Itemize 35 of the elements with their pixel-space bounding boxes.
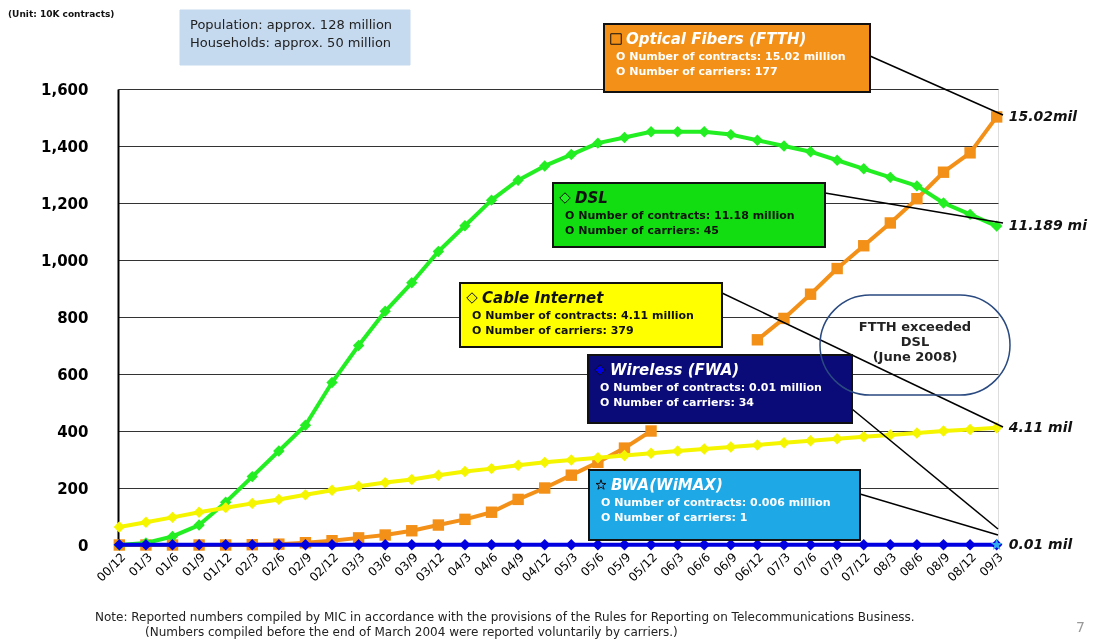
y-tick-label: 1,200 xyxy=(41,194,89,213)
y-tick-label: 1,600 xyxy=(41,80,89,99)
annotation: 11.189 mi xyxy=(1008,217,1088,234)
text: O Number of carriers: 177 xyxy=(616,65,778,78)
legend-label: BWA(WiMAX) xyxy=(611,476,723,494)
annotation: 0.01 mil xyxy=(1008,535,1073,552)
annotation: 15.02mil xyxy=(1008,107,1078,124)
legend-label: Optical Fibers (FTTH) xyxy=(626,30,807,48)
annotation: 4.11 mil xyxy=(1007,418,1073,435)
text: O Number of contracts: 15.02 million xyxy=(616,50,846,63)
y-tick-label: 1,400 xyxy=(41,137,89,156)
annotation: O Number of carriers: 1 xyxy=(601,511,748,524)
text: (Numbers compiled before the end of March 2004 were reported voluntarily by carriers.) xyxy=(145,625,678,639)
text: Households: approx. 50 million xyxy=(190,35,392,50)
annotation: O Number of carriers: 45 xyxy=(565,224,719,237)
y-tick-label: 1,000 xyxy=(41,251,89,270)
text: (Unit: 10K contracts) xyxy=(8,9,115,19)
y-tick-label: 600 xyxy=(57,365,89,384)
y-tick-label: 800 xyxy=(57,308,89,327)
legend-label: Cable Internet xyxy=(482,289,605,307)
annotation: O Number of contracts: 0.006 million xyxy=(601,496,831,509)
y-tick-label: 400 xyxy=(57,422,89,441)
legend-label: DSL xyxy=(575,189,608,207)
annotation: FTTH exceeded DSL (June 2008) xyxy=(858,319,972,364)
y-tick-label: 0 xyxy=(78,536,89,555)
annotation: O Number of carriers: 379 xyxy=(472,324,634,337)
annotation: O Number of contracts: 11.18 million xyxy=(565,209,795,222)
legend-label: Wireless (FWA) xyxy=(610,361,740,379)
text: 7 xyxy=(1076,619,1085,635)
text: Note: Reported numbers compiled by MIC in accordance with the provisions of the Rules for Reporting on Telecommunications Business. xyxy=(95,610,915,624)
text: Population: approx. 128 million xyxy=(190,17,393,32)
y-tick-label: 200 xyxy=(57,479,89,498)
annotation: O Number of carriers: 34 xyxy=(600,396,755,409)
annotation: O Number of contracts: 0.01 million xyxy=(600,381,822,394)
annotation: O Number of contracts: 4.11 million xyxy=(472,309,694,322)
